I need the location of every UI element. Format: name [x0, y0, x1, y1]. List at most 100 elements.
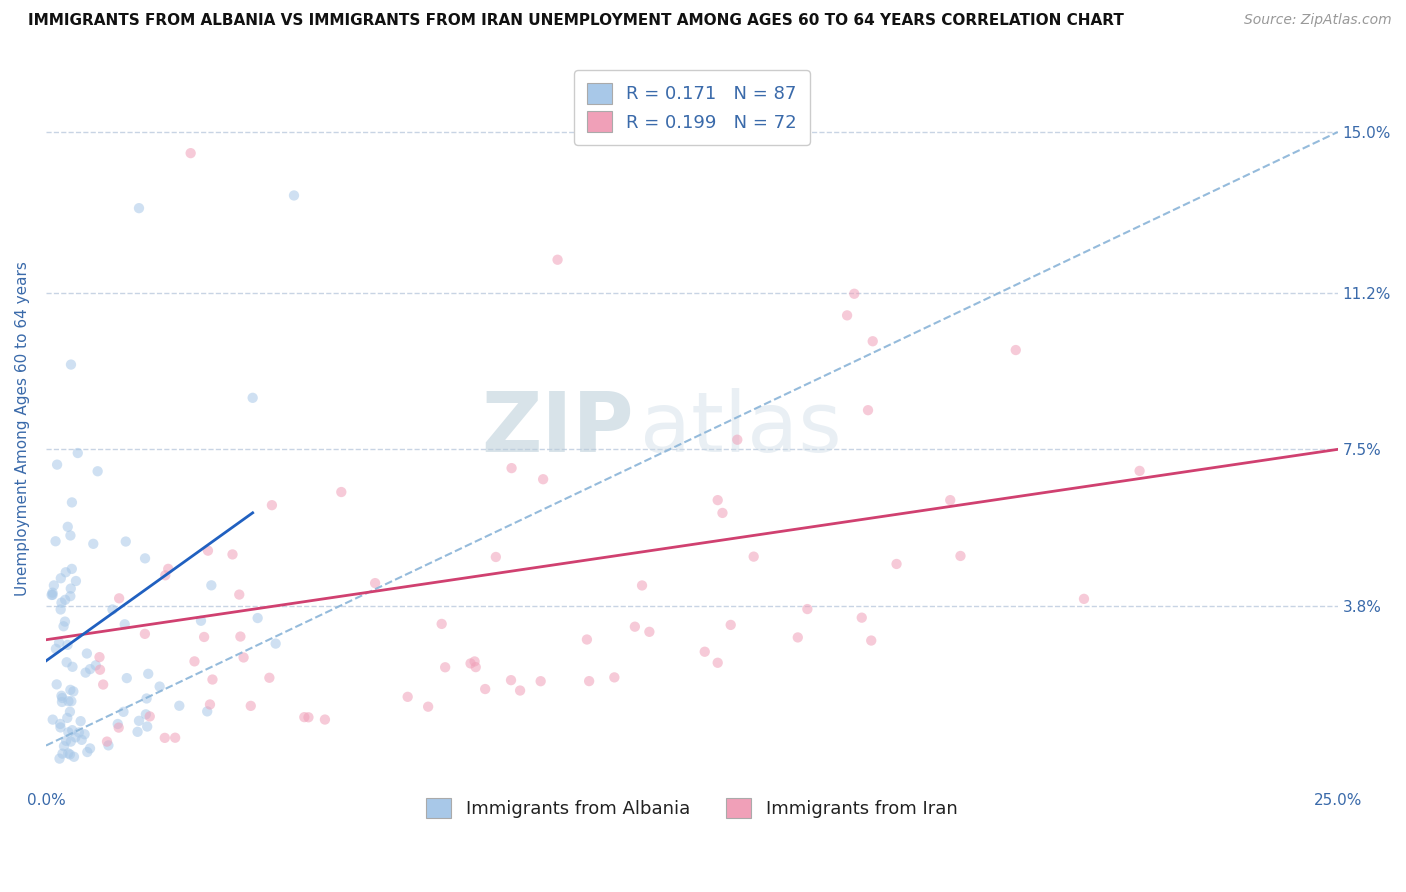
Point [59, 705, 82, 719]
Point [197, 543, 219, 558]
Point [364, 576, 387, 591]
Point [201, 673, 224, 687]
Point [720, 618, 742, 632]
Point [530, 674, 553, 689]
Point [51, 689, 73, 703]
Point [501, 461, 523, 475]
Point [725, 433, 748, 447]
Point [58, 694, 80, 708]
Point [128, 714, 150, 728]
Point [706, 493, 728, 508]
Point [134, 627, 156, 641]
Point [55, 734, 77, 748]
Point [56, 520, 79, 534]
Point [49, 602, 72, 616]
Point [259, 671, 281, 685]
Point [59, 358, 82, 372]
Point [51, 690, 73, 705]
Point [56, 711, 79, 725]
Point [41, 588, 63, 602]
Point [786, 631, 808, 645]
Point [41, 588, 63, 602]
Point [297, 710, 319, 724]
Point [48, 751, 70, 765]
Point [67, 725, 90, 739]
Text: IMMIGRANTS FROM ALBANIA VS IMMIGRANTS FROM IRAN UNEMPLOYMENT AMONG AGES 60 TO 64: IMMIGRANTS FROM ALBANIA VS IMMIGRANTS FR… [28, 13, 1123, 29]
Point [742, 549, 765, 564]
Point [180, 146, 202, 161]
Point [112, 705, 135, 719]
Point [135, 691, 157, 706]
Point [949, 549, 972, 563]
Point [56, 747, 79, 761]
Point [59, 747, 82, 762]
Point [65, 731, 87, 745]
Point [114, 617, 136, 632]
Point [82, 537, 104, 551]
Point [48, 635, 70, 649]
Point [314, 713, 336, 727]
Point [60, 562, 83, 576]
Point [59, 589, 82, 603]
Point [283, 188, 305, 202]
Point [55, 655, 77, 669]
Legend: Immigrants from Albania, Immigrants from Iran: Immigrants from Albania, Immigrants from… [419, 790, 965, 826]
Point [531, 472, 554, 486]
Point [59, 734, 82, 748]
Point [65, 574, 87, 588]
Point [139, 709, 162, 723]
Point [706, 656, 728, 670]
Point [190, 614, 212, 628]
Point [79, 741, 101, 756]
Point [939, 493, 962, 508]
Point [52, 619, 75, 633]
Point [460, 657, 482, 671]
Point [135, 707, 157, 722]
Point [63, 749, 86, 764]
Point [45, 641, 67, 656]
Point [157, 562, 180, 576]
Point [485, 549, 508, 564]
Point [89, 650, 111, 665]
Point [49, 721, 72, 735]
Point [51, 596, 73, 610]
Point [114, 534, 136, 549]
Point [59, 528, 82, 542]
Point [96, 734, 118, 748]
Point [45, 534, 67, 549]
Point [228, 588, 250, 602]
Point [862, 334, 884, 349]
Y-axis label: Unemployment Among Ages 60 to 64 years: Unemployment Among Ages 60 to 64 years [15, 260, 30, 596]
Point [195, 705, 218, 719]
Point [86, 464, 108, 478]
Point [242, 391, 264, 405]
Point [62, 660, 84, 674]
Point [1129, 464, 1152, 478]
Point [70, 732, 93, 747]
Point [396, 690, 419, 704]
Point [509, 683, 531, 698]
Point [84, 658, 107, 673]
Point [886, 557, 908, 571]
Text: ZIP: ZIP [481, 388, 634, 468]
Point [631, 578, 654, 592]
Point [149, 680, 172, 694]
Point [76, 745, 98, 759]
Point [430, 616, 453, 631]
Point [49, 717, 72, 731]
Point [165, 731, 187, 745]
Point [711, 506, 734, 520]
Point [844, 286, 866, 301]
Point [60, 495, 83, 509]
Point [200, 578, 222, 592]
Point [45, 677, 67, 691]
Point [53, 739, 76, 754]
Point [221, 548, 243, 562]
Point [330, 485, 353, 500]
Point [107, 717, 129, 731]
Point [41, 713, 63, 727]
Point [153, 731, 176, 745]
Point [127, 724, 149, 739]
Point [229, 630, 252, 644]
Point [46, 458, 69, 472]
